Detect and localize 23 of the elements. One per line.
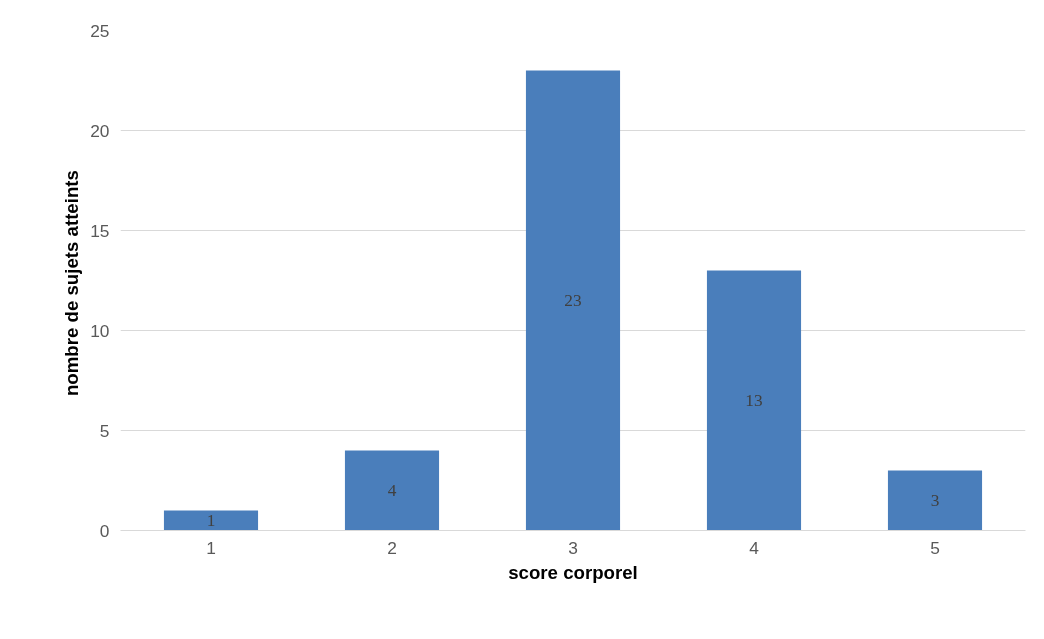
bar — [887, 470, 983, 531]
bar — [344, 450, 440, 531]
x-tick-label: 5 — [930, 537, 940, 558]
x-tick-label: 2 — [387, 537, 397, 558]
y-tick-label: 25 — [90, 20, 110, 41]
y-tick-label: 15 — [90, 220, 110, 241]
x-axis-title: score corporel — [508, 561, 638, 583]
bar — [163, 510, 259, 531]
y-axis-title: nombre de sujets atteints — [61, 170, 83, 397]
y-tick-label: 10 — [90, 320, 110, 341]
y-tick-label: 0 — [99, 520, 110, 541]
x-tick-label: 1 — [206, 537, 216, 558]
x-tick-label: 4 — [749, 537, 760, 558]
y-tick-label: 5 — [99, 420, 110, 441]
data-label: 3 — [930, 491, 940, 510]
data-label: 13 — [745, 391, 763, 410]
bar — [706, 270, 802, 531]
data-label: 4 — [387, 481, 397, 500]
data-label: 23 — [564, 291, 582, 310]
x-tick-label: 3 — [568, 537, 578, 558]
data-label: 1 — [206, 511, 216, 530]
y-tick-label: 20 — [90, 120, 110, 141]
bar — [525, 70, 621, 531]
